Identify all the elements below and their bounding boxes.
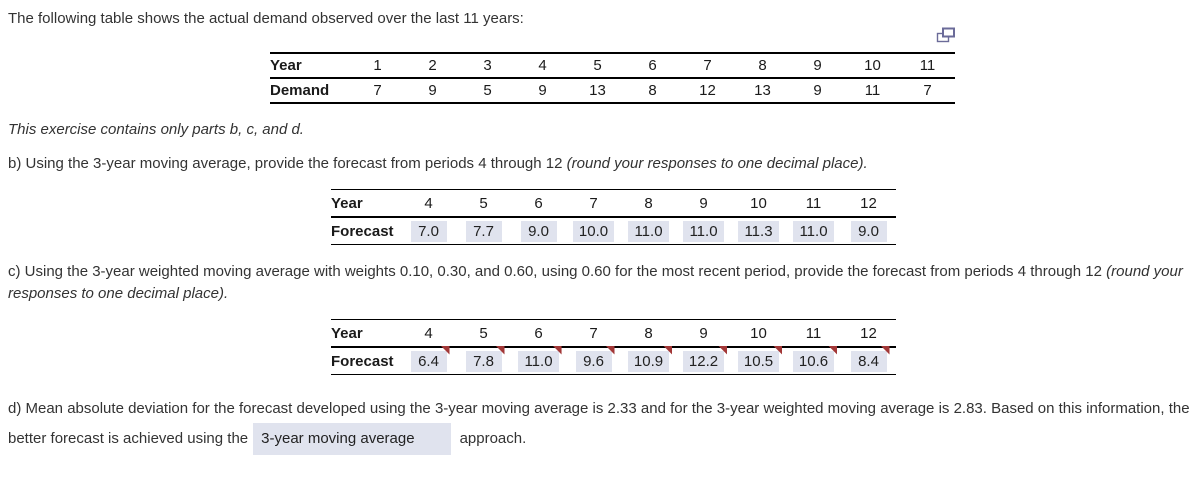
part-b-instruction: (round your responses to one decimal pla… [566, 155, 868, 172]
demand-cell: 13 [589, 82, 606, 99]
year-cell: 2 [405, 53, 460, 79]
year-cell: 11 [786, 189, 841, 218]
year-cell: 9 [676, 319, 731, 348]
forecast-answer-field[interactable]: 9.0 [520, 220, 557, 242]
year-cell: 8 [621, 189, 676, 218]
answer-flag-icon [440, 345, 450, 355]
part-d-text: d) Mean absolute deviation for the forec… [8, 400, 1190, 447]
year-cell: 1 [350, 53, 405, 79]
part-c-prompt: c) Using the 3-year weighted moving aver… [8, 261, 1193, 305]
year-cell: 6 [511, 189, 566, 218]
year-cell: 10 [731, 319, 786, 348]
demand-cell: 9 [428, 82, 437, 99]
copy-icon [936, 27, 956, 47]
forecast-answer-field[interactable]: 8.4 [850, 345, 890, 372]
year-cell: 7 [680, 53, 735, 79]
table-row: Forecast 7.0 7.7 9.0 10.0 11.0 11.0 11.3… [331, 217, 896, 245]
answer-flag-icon [552, 345, 562, 355]
forecast-answer-field[interactable]: 10.9 [627, 345, 673, 372]
copy-table-button[interactable] [936, 27, 956, 44]
forecast-answer-field[interactable]: 10.5 [737, 345, 783, 372]
row-label: Year [331, 189, 401, 218]
part-d-text-after: approach. [459, 430, 527, 447]
row-label: Year [331, 319, 401, 348]
forecast-answer-field[interactable]: 11.0 [793, 220, 834, 242]
row-label: Year [270, 53, 350, 79]
year-cell: 6 [511, 319, 566, 348]
demand-cell: 5 [483, 82, 492, 99]
row-label: Forecast [331, 352, 394, 370]
row-label: Forecast [331, 222, 394, 240]
year-cell: 7 [566, 319, 621, 348]
year-cell: 10 [731, 189, 786, 218]
year-cell: 12 [841, 189, 896, 218]
forecast-answer-field[interactable]: 12.2 [682, 345, 728, 372]
year-cell: 8 [621, 319, 676, 348]
table-row: Year 4 5 6 7 8 9 10 11 12 [331, 319, 896, 348]
year-cell: 7 [566, 189, 621, 218]
demand-cell: 9 [813, 82, 822, 99]
table-row: Forecast 6.4 7.8 11.0 9.6 10.9 12.2 10.5… [331, 345, 896, 375]
demand-table: Year 1 2 3 4 5 6 7 8 9 10 11 Demand 7 9 … [270, 52, 955, 104]
intro-text: The following table shows the actual dem… [8, 10, 524, 27]
answer-flag-icon [880, 345, 890, 355]
exercise-note: This exercise contains only parts b, c, … [8, 121, 304, 138]
forecast-answer-field[interactable]: 7.7 [465, 220, 502, 242]
year-cell: 4 [515, 53, 570, 79]
answer-flag-icon [718, 345, 728, 355]
year-cell: 3 [460, 53, 515, 79]
year-cell: 4 [401, 189, 456, 218]
wma-forecast-table: Year 4 5 6 7 8 9 10 11 12 Forecast 6.4 7… [331, 319, 896, 375]
forecast-answer-field[interactable]: 9.0 [850, 220, 887, 242]
forecast-answer-field[interactable]: 11.0 [683, 220, 724, 242]
table-row: Demand 7 9 5 9 13 8 12 13 9 11 7 [270, 78, 955, 103]
table-row: Year 1 2 3 4 5 6 7 8 9 10 11 [270, 53, 955, 79]
answer-flag-icon [773, 345, 783, 355]
demand-cell: 9 [538, 82, 547, 99]
row-label: Demand [270, 82, 330, 99]
year-cell: 5 [570, 53, 625, 79]
ma-forecast-table: Year 4 5 6 7 8 9 10 11 12 Forecast 7.0 7… [331, 189, 896, 245]
year-cell: 11 [900, 53, 955, 79]
year-cell: 9 [790, 53, 845, 79]
answer-flag-icon [663, 345, 673, 355]
year-cell: 9 [676, 189, 731, 218]
demand-cell: 12 [699, 82, 716, 99]
part-b-prompt: b) Using the 3-year moving average, prov… [8, 154, 868, 173]
demand-cell: 7 [373, 82, 382, 99]
year-cell: 11 [786, 319, 841, 348]
part-c-instruction: (round your responses to one decimal pla… [8, 263, 1183, 302]
approach-dropdown[interactable]: 3-year moving average [253, 423, 451, 455]
answer-flag-icon [605, 345, 615, 355]
forecast-answer-field[interactable]: 10.0 [572, 220, 615, 242]
part-c-text: c) Using the 3-year weighted moving aver… [8, 263, 1107, 280]
forecast-answer-field[interactable]: 7.0 [410, 220, 447, 242]
part-d-prompt: d) Mean absolute deviation for the forec… [8, 395, 1191, 455]
year-cell: 8 [735, 53, 790, 79]
year-cell: 10 [845, 53, 900, 79]
year-cell: 12 [841, 319, 896, 348]
forecast-answer-field[interactable]: 11.3 [738, 220, 779, 242]
part-b-text: b) Using the 3-year moving average, prov… [8, 155, 567, 172]
demand-cell: 13 [754, 82, 771, 99]
year-cell: 5 [456, 189, 511, 218]
year-cell: 6 [625, 53, 680, 79]
answer-flag-icon [828, 345, 838, 355]
forecast-answer-field[interactable]: 9.6 [575, 345, 615, 372]
demand-cell: 7 [923, 82, 932, 99]
forecast-answer-field[interactable]: 10.6 [792, 345, 838, 372]
table-row: Year 4 5 6 7 8 9 10 11 12 [331, 189, 896, 218]
demand-cell: 11 [864, 82, 881, 99]
demand-cell: 8 [648, 82, 657, 99]
forecast-answer-field[interactable]: 11.0 [518, 345, 562, 372]
year-cell: 5 [456, 319, 511, 348]
answer-flag-icon [495, 345, 505, 355]
year-cell: 4 [401, 319, 456, 348]
forecast-answer-field[interactable]: 7.8 [465, 345, 505, 372]
forecast-answer-field[interactable]: 6.4 [410, 345, 450, 372]
forecast-answer-field[interactable]: 11.0 [628, 220, 669, 242]
